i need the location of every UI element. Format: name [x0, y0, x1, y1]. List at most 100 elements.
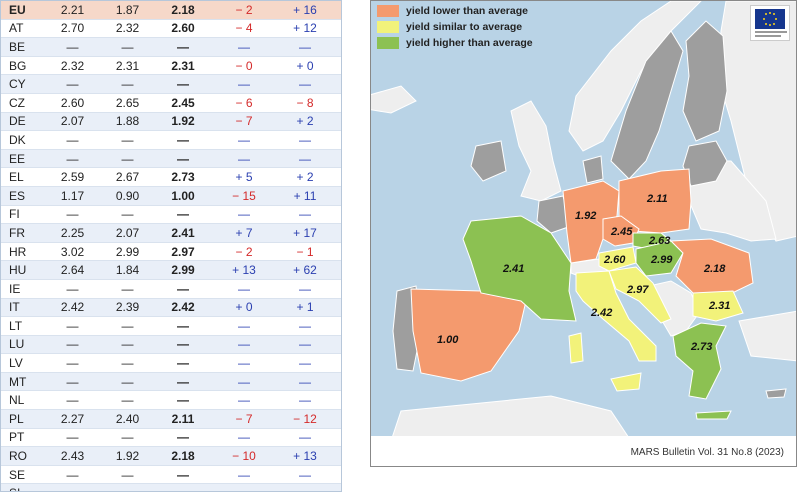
value-cell-3: 2.41 [171, 225, 195, 240]
label-de: 1.92 [575, 210, 596, 222]
change-cell-2: — [299, 356, 311, 371]
value-cell-2: 0.90 [115, 188, 140, 203]
land-north-africa [390, 395, 632, 441]
yield-table: EU 2.21 1.87 2.18 − 2 + 16 AT 2.70 2.32 2.60 − 4 + … [0, 0, 342, 492]
country-code-cell: HR [9, 244, 27, 259]
value-cell-1: — [66, 393, 79, 408]
change-cell-2: + 13 [293, 449, 317, 464]
value-cell-1: 2.70 [60, 21, 85, 36]
value-cell-3: 1.92 [171, 114, 195, 129]
change-cell-2: — [299, 467, 311, 482]
table-row: IE — — — — — [1, 280, 341, 299]
change-cell-1: — [238, 467, 250, 482]
country-code-cell: NL [9, 393, 25, 408]
country-code-cell: DE [9, 114, 26, 129]
change-cell-1: + 5 [235, 170, 253, 185]
table-row: PL 2.27 2.40 2.11 − 7 − 12 [1, 410, 341, 429]
map-legend: yield lower than average yield similar to… [377, 3, 533, 51]
value-cell-2: — [100, 486, 155, 491]
value-cell-1: 2.27 [60, 411, 85, 426]
table-row: BG 2.32 2.31 2.31 − 0 + 0 [1, 57, 341, 76]
value-cell-3: — [177, 151, 189, 166]
value-cell-2: 1.88 [115, 114, 140, 129]
legend-label: yield higher than average [406, 37, 533, 49]
change-cell-1: − 6 [235, 95, 253, 110]
value-cell-1: 2.42 [60, 300, 85, 315]
country-code-cell: PT [9, 430, 25, 445]
country-code-cell: IE [9, 281, 21, 296]
legend-item: yield lower than average [377, 3, 533, 19]
land-turkey [738, 310, 796, 362]
table-row: ES 1.17 0.90 1.00 − 15 + 11 [1, 186, 341, 206]
change-cell-2: − 12 [293, 411, 317, 426]
table-row: HR 3.02 2.99 2.97 − 2 − 1 [1, 243, 341, 262]
legend-swatch [377, 37, 399, 49]
country-austria [598, 246, 637, 272]
value-cell-1: — [66, 39, 79, 54]
legend-label: yield similar to average [406, 21, 523, 33]
country-code-cell: LT [9, 318, 23, 333]
change-cell-2: + 0 [296, 58, 314, 73]
value-cell-3: — [177, 374, 189, 389]
label-it: 2.42 [590, 307, 612, 319]
value-cell-3: 1.00 [171, 188, 195, 203]
table-row: EE — — — — — [1, 149, 341, 169]
table-row: LU — — — — — [1, 335, 341, 355]
value-cell-1: 1.17 [60, 188, 85, 203]
value-cell-3: — [177, 356, 189, 371]
change-cell-1: — [238, 337, 250, 352]
value-cell-1: — [66, 132, 79, 147]
change-cell-2: + 16 [293, 2, 317, 17]
value-cell-2: 1.87 [115, 2, 140, 17]
value-cell-1: — [66, 281, 79, 296]
table-row: AT 2.70 2.32 2.60 − 4 + 12 [1, 20, 341, 39]
country-baltics [682, 140, 728, 187]
label-bg: 2.31 [708, 300, 730, 312]
table-row: NL — — — — — [1, 391, 341, 411]
country-slovenia-croatia [608, 266, 672, 324]
logo-text-line [755, 31, 787, 33]
value-cell-1: — [66, 207, 79, 222]
country-sardinia [568, 332, 584, 364]
change-cell-2: + 12 [293, 21, 317, 36]
label-el: 2.73 [690, 341, 712, 353]
country-code-cell: LU [9, 337, 25, 352]
country-code-cell: EL [9, 170, 24, 185]
value-cell-2: — [121, 318, 134, 333]
value-cell-2: 1.92 [115, 449, 140, 464]
land-iceland [371, 85, 417, 114]
country-code-cell: CY [9, 77, 26, 92]
logo-text-line [755, 35, 781, 37]
table-row: EU 2.21 1.87 2.18 − 2 + 16 [1, 1, 341, 20]
change-cell-2: + 62 [293, 263, 317, 278]
value-cell-2: — [121, 356, 134, 371]
change-cell-1: − 4 [235, 21, 253, 36]
value-cell-1: 2.21 [60, 2, 85, 17]
country-code-cell: IT [9, 300, 20, 315]
value-cell-3: — [177, 430, 189, 445]
caption-bar: MARS Bulletin Vol. 31 No.8 (2023) [371, 436, 796, 466]
table-row: FR 2.25 2.07 2.41 + 7 + 17 [1, 224, 341, 243]
value-cell-3: — [177, 132, 189, 147]
value-cell-1: 2.25 [60, 225, 85, 240]
value-cell-1: — [66, 467, 79, 482]
country-code-cell: BG [9, 58, 27, 73]
table-row: HU 2.64 1.84 2.99 + 13 + 62 [1, 261, 341, 280]
value-cell-3: — [177, 337, 189, 352]
label-es: 1.00 [437, 334, 459, 346]
value-cell-1: — [66, 430, 79, 445]
change-cell-1: − 15 [232, 188, 256, 203]
change-cell-1: — [238, 39, 250, 54]
value-cell-3: — [177, 393, 189, 408]
label-hr: 2.97 [626, 284, 649, 296]
value-cell-2: — [121, 132, 134, 147]
label-hu: 2.99 [650, 254, 673, 266]
change-cell-1: − 2 [235, 2, 253, 17]
change-cell-1: − 7 [235, 114, 253, 129]
value-cell-3: — [177, 281, 189, 296]
country-code-cell: FR [9, 225, 25, 240]
value-cell-1: — [66, 318, 79, 333]
value-cell-2: 2.31 [115, 58, 140, 73]
value-cell-2: 2.99 [115, 244, 140, 259]
country-code-cell: HU [9, 263, 27, 278]
